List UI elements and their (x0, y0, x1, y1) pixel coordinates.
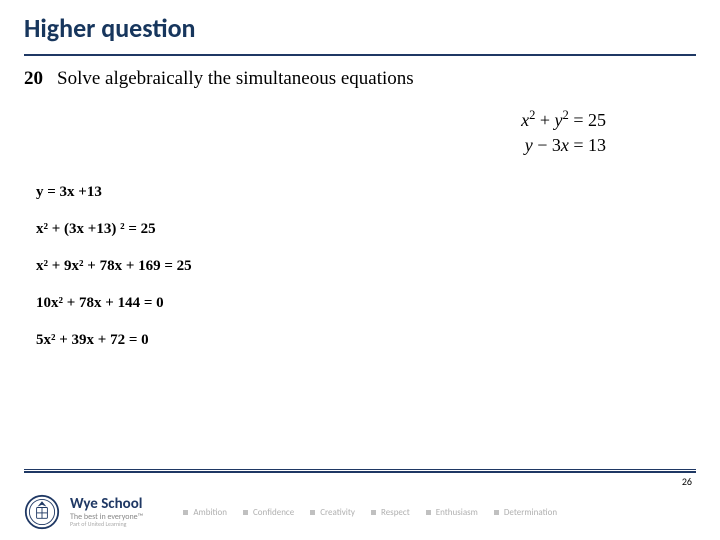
value-label: Ambition (193, 507, 227, 518)
equation-1: x2 + y2 = 25 (24, 108, 606, 133)
question-text: Solve algebraically the simultaneous equ… (57, 68, 414, 90)
bullet-icon (310, 510, 315, 515)
working-steps: y = 3x +13 x² + (3x +13) ² = 25 x² + 9x²… (24, 184, 696, 349)
page-number: 26 (0, 473, 720, 488)
school-logo-icon (24, 494, 60, 530)
equations-block: x2 + y2 = 25 y − 3x = 13 (24, 108, 696, 158)
content-area: 20 Solve algebraically the simultaneous … (0, 56, 720, 469)
step-1: y = 3x +13 (36, 184, 696, 201)
step-3: x² + 9x² + 78x + 169 = 25 (36, 258, 696, 275)
value-determination: Determination (494, 507, 557, 518)
question-line: 20 Solve algebraically the simultaneous … (24, 68, 696, 90)
title-area: Higher question (0, 0, 720, 50)
value-label: Confidence (253, 507, 294, 518)
bullet-icon (371, 510, 376, 515)
value-label: Creativity (320, 507, 355, 518)
school-block: Wye School The best in everyone™ Part of… (70, 497, 143, 527)
step-2: x² + (3x +13) ² = 25 (36, 221, 696, 238)
footer: Wye School The best in everyone™ Part of… (0, 488, 720, 540)
bullet-icon (183, 510, 188, 515)
value-label: Respect (381, 507, 410, 518)
school-name: Wye School (70, 497, 143, 513)
bullet-icon (494, 510, 499, 515)
page-title: Higher question (24, 12, 720, 44)
bullet-icon (243, 510, 248, 515)
slide: Higher question 20 Solve algebraically t… (0, 0, 720, 540)
school-subtag: Part of United Learning (70, 521, 143, 527)
value-enthusiasm: Enthusiasm (426, 507, 478, 518)
step-5: 5x² + 39x + 72 = 0 (36, 332, 696, 349)
values-list: Ambition Confidence Creativity Respect E… (173, 507, 696, 518)
footer-wrap: 26 Wye School The best in everyone™ Part… (0, 469, 720, 540)
value-label: Determination (504, 507, 557, 518)
value-ambition: Ambition (183, 507, 227, 518)
value-confidence: Confidence (243, 507, 294, 518)
equation-2: y − 3x = 13 (24, 133, 606, 158)
step-4: 10x² + 78x + 144 = 0 (36, 295, 696, 312)
question-number: 20 (24, 68, 43, 90)
value-creativity: Creativity (310, 507, 355, 518)
value-label: Enthusiasm (436, 507, 478, 518)
bullet-icon (426, 510, 431, 515)
value-respect: Respect (371, 507, 410, 518)
